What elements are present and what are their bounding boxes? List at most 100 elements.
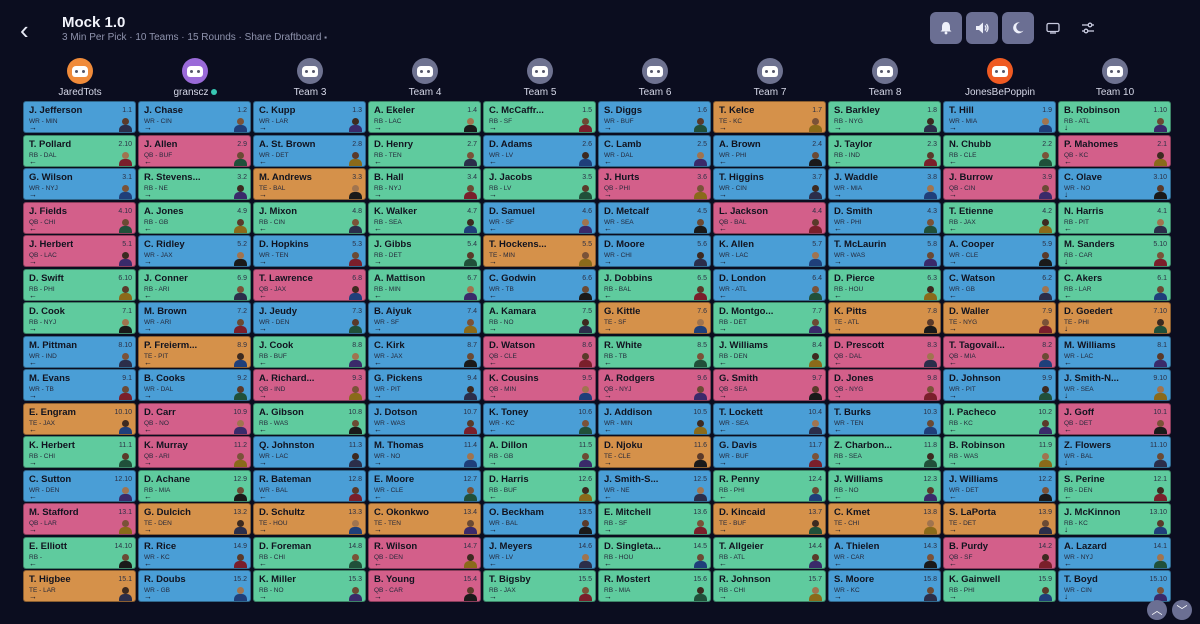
dark-mode-button[interactable]	[1002, 12, 1034, 44]
draft-pick-card[interactable]: B. Hall RB - NYJ 3.4 →	[368, 168, 481, 200]
draft-pick-card[interactable]: S. Moore WR - KC 15.8 →	[828, 570, 941, 602]
draft-pick-card[interactable]: D. Foreman RB - CHI 14.8 ←	[253, 536, 366, 569]
draft-pick-card[interactable]: D. Samuel WR - SF 4.6 ←	[483, 201, 596, 234]
draft-pick-card[interactable]: M. Thomas WR - NO 11.4 →	[368, 436, 481, 468]
draft-pick-card[interactable]: S. Perine RB - DEN 12.1 ←	[1058, 469, 1171, 502]
draft-pick-card[interactable]: D. Johnson WR - PIT 9.9 →	[943, 369, 1056, 401]
back-button[interactable]: ‹	[20, 16, 44, 44]
draft-pick-card[interactable]: J. Hurts QB - PHI 3.6 →	[598, 168, 711, 200]
draft-pick-card[interactable]: T. Higbee TE - LAR 15.1 →	[23, 570, 136, 602]
draft-pick-card[interactable]: T. Burks WR - TEN 10.3 ←	[828, 402, 941, 435]
draft-pick-card[interactable]: R. Wilson QB - DEN 14.7 ←	[368, 536, 481, 569]
draft-pick-card[interactable]: C. Kirk WR - JAX 8.7 ←	[368, 335, 481, 368]
draft-pick-card[interactable]: D. Pierce RB - HOU 6.3 ←	[828, 268, 941, 301]
draft-pick-card[interactable]: G. Smith QB - SEA 9.7 →	[713, 369, 826, 401]
draft-pick-card[interactable]: J. McKinnon RB - KC 13.10 ↓	[1058, 503, 1171, 535]
draft-pick-card[interactable]: A. Ekeler RB - LAC 1.4 →	[368, 101, 481, 133]
sound-button[interactable]	[966, 12, 998, 44]
team-header[interactable]: Team 5	[483, 58, 597, 98]
draft-pick-card[interactable]: K. Herbert RB - CHI 11.1 →	[23, 436, 136, 468]
draft-pick-card[interactable]: D. Adams WR - LV 2.6 ←	[483, 134, 596, 167]
draft-pick-card[interactable]: T. McLaurin WR - WAS 5.8 →	[828, 235, 941, 267]
draft-pick-card[interactable]: J. Waddle WR - MIA 3.8 →	[828, 168, 941, 200]
draft-pick-card[interactable]: G. Davis WR - BUF 11.7 →	[713, 436, 826, 468]
draft-pick-card[interactable]: C. Akers RB - LAR 6.1 ←	[1058, 268, 1171, 301]
draft-pick-card[interactable]: O. Beckham WR - BAL 13.5 →	[483, 503, 596, 535]
team-header[interactable]: Team 10	[1058, 58, 1172, 98]
draft-pick-card[interactable]: R. Mostert RB - MIA 15.6 →	[598, 570, 711, 602]
draft-pick-card[interactable]: D. Hopkins WR - TEN 5.3 →	[253, 235, 366, 267]
team-header[interactable]: Team 7	[713, 58, 827, 98]
draft-pick-card[interactable]: B. Aiyuk WR - SF 7.4 →	[368, 302, 481, 334]
draft-pick-card[interactable]: K. Pitts TE - ATL 7.8 →	[828, 302, 941, 334]
draft-pick-card[interactable]: M. Evans WR - TB 9.1 →	[23, 369, 136, 401]
team-header[interactable]: Team 3	[253, 58, 367, 98]
team-header[interactable]: Team 8	[828, 58, 942, 98]
draft-pick-card[interactable]: K. Allen WR - LAC 5.7 →	[713, 235, 826, 267]
draft-pick-card[interactable]: C. Ridley WR - JAX 5.2 →	[138, 235, 251, 267]
draft-pick-card[interactable]: J. Smith-S... WR - NE 12.5 ←	[598, 469, 711, 502]
draft-pick-card[interactable]: A. Dillon RB - GB 11.5 →	[483, 436, 596, 468]
team-header[interactable]: Team 4	[368, 58, 482, 98]
draft-pick-card[interactable]: G. Pickens WR - PIT 9.4 →	[368, 369, 481, 401]
draft-pick-card[interactable]: Z. Charbon... RB - SEA 11.8 →	[828, 436, 941, 468]
draft-pick-card[interactable]: J. Allen QB - BUF 2.9 ←	[138, 134, 251, 167]
draft-pick-card[interactable]: J. Dobbins RB - BAL 6.5 ←	[598, 268, 711, 301]
draft-pick-card[interactable]: R. Johnson RB - CHI 15.7 →	[713, 570, 826, 602]
draft-pick-card[interactable]: A. Brown WR - PHI 2.4 ←	[713, 134, 826, 167]
draft-pick-card[interactable]: T. Boyd WR - CIN 15.10 ↓	[1058, 570, 1171, 602]
draft-pick-card[interactable]: B. Robinson RB - WAS 11.9 →	[943, 436, 1056, 468]
draft-pick-card[interactable]: D. Moore WR - CHI 5.6 →	[598, 235, 711, 267]
draft-pick-card[interactable]: J. Smith-N... WR - SEA 9.10 ↓	[1058, 369, 1171, 401]
draft-pick-card[interactable]: J. Dotson WR - WAS 10.7 ←	[368, 402, 481, 435]
draft-pick-card[interactable]: D. Montgo... RB - DET 7.7 →	[713, 302, 826, 334]
draft-pick-card[interactable]: T. Hockens... TE - MIN 5.5 →	[483, 235, 596, 267]
draft-pick-card[interactable]: J. Burrow QB - CIN 3.9 →	[943, 168, 1056, 200]
draft-pick-card[interactable]: D. Kincaid TE - BUF 13.7 →	[713, 503, 826, 535]
draft-pick-card[interactable]: J. Williams WR - DET 12.2 ←	[943, 469, 1056, 502]
share-draftboard-link[interactable]: Share Draftboard ▪	[244, 32, 328, 43]
draft-pick-card[interactable]: G. Kittle TE - SF 7.6 →	[598, 302, 711, 334]
draft-pick-card[interactable]: N. Harris RB - PIT 4.1 ←	[1058, 201, 1171, 234]
draft-pick-card[interactable]: Q. Johnston WR - LAC 11.3 →	[253, 436, 366, 468]
draft-pick-card[interactable]: D. Swift RB - PHI 6.10 ←	[23, 268, 136, 301]
draft-pick-card[interactable]: K. Gainwell RB - PHI 15.9 →	[943, 570, 1056, 602]
draft-pick-card[interactable]: E. Elliott RB - 14.10 ←	[23, 536, 136, 569]
draft-pick-card[interactable]: R. Bateman WR - BAL 12.8 ←	[253, 469, 366, 502]
draft-pick-card[interactable]: D. London WR - ATL 6.4 ←	[713, 268, 826, 301]
draft-pick-card[interactable]: P. Mahomes QB - KC 2.1 ←	[1058, 134, 1171, 167]
scroll-down-button[interactable]: ﹀	[1172, 600, 1192, 620]
draft-pick-card[interactable]: I. Pacheco RB - KC 10.2 ←	[943, 402, 1056, 435]
draft-pick-card[interactable]: S. Diggs WR - BUF 1.6 →	[598, 101, 711, 133]
draft-pick-card[interactable]: C. Olave WR - NO 3.10 ↓	[1058, 168, 1171, 200]
draft-pick-card[interactable]: R. Rice WR - KC 14.9 ←	[138, 536, 251, 569]
draft-pick-card[interactable]: P. Freierm... TE - PIT 8.9 ←	[138, 335, 251, 368]
draft-pick-card[interactable]: A. Richard... QB - IND 9.3 →	[253, 369, 366, 401]
draft-pick-card[interactable]: G. Wilson WR - NYJ 3.1 →	[23, 168, 136, 200]
draft-pick-card[interactable]: D. Goedert TE - PHI 7.10 ↓	[1058, 302, 1171, 334]
draft-pick-card[interactable]: D. Jones QB - NYG 9.8 →	[828, 369, 941, 401]
draft-pick-card[interactable]: J. Goff QB - DET 10.1 ←	[1058, 402, 1171, 435]
draft-pick-card[interactable]: T. Lockett WR - SEA 10.4 ←	[713, 402, 826, 435]
draft-pick-card[interactable]: T. Pollard RB - DAL 2.10 ←	[23, 134, 136, 167]
draft-pick-card[interactable]: J. Jeudy WR - DEN 7.3 →	[253, 302, 366, 334]
draft-pick-card[interactable]: J. Conner RB - ARI 6.9 ←	[138, 268, 251, 301]
draft-pick-card[interactable]: D. Njoku TE - CLE 11.6 →	[598, 436, 711, 468]
draft-pick-card[interactable]: K. Miller RB - NO 15.3 →	[253, 570, 366, 602]
draft-pick-card[interactable]: J. Meyers WR - LV 14.6 ←	[483, 536, 596, 569]
draft-pick-card[interactable]: A. Lazard WR - NYJ 14.1 ←	[1058, 536, 1171, 569]
draft-pick-card[interactable]: A. Rodgers QB - NYJ 9.6 →	[598, 369, 711, 401]
draft-pick-card[interactable]: T. Kelce TE - KC 1.7 →	[713, 101, 826, 133]
draft-pick-card[interactable]: D. Metcalf WR - SEA 4.5 ←	[598, 201, 711, 234]
draft-pick-card[interactable]: R. White RB - TB 8.5 ←	[598, 335, 711, 368]
draft-pick-card[interactable]: J. Taylor RB - IND 2.3 ←	[828, 134, 941, 167]
draft-pick-card[interactable]: T. Higgins WR - CIN 3.7 →	[713, 168, 826, 200]
draft-pick-card[interactable]: J. Herbert QB - LAC 5.1 →	[23, 235, 136, 267]
draft-pick-card[interactable]: J. Cook RB - BUF 8.8 ←	[253, 335, 366, 368]
draft-pick-card[interactable]: J. Addison WR - MIN 10.5 ←	[598, 402, 711, 435]
draft-pick-card[interactable]: N. Chubb RB - CLE 2.2 ←	[943, 134, 1056, 167]
draft-pick-card[interactable]: M. Williams WR - LAC 8.1 ←	[1058, 335, 1171, 368]
draft-pick-card[interactable]: A. Gibson RB - WAS 10.8 ←	[253, 402, 366, 435]
draft-pick-card[interactable]: R. Penny RB - PHI 12.4 ←	[713, 469, 826, 502]
draft-pick-card[interactable]: D. Achane RB - MIA 12.9 ←	[138, 469, 251, 502]
